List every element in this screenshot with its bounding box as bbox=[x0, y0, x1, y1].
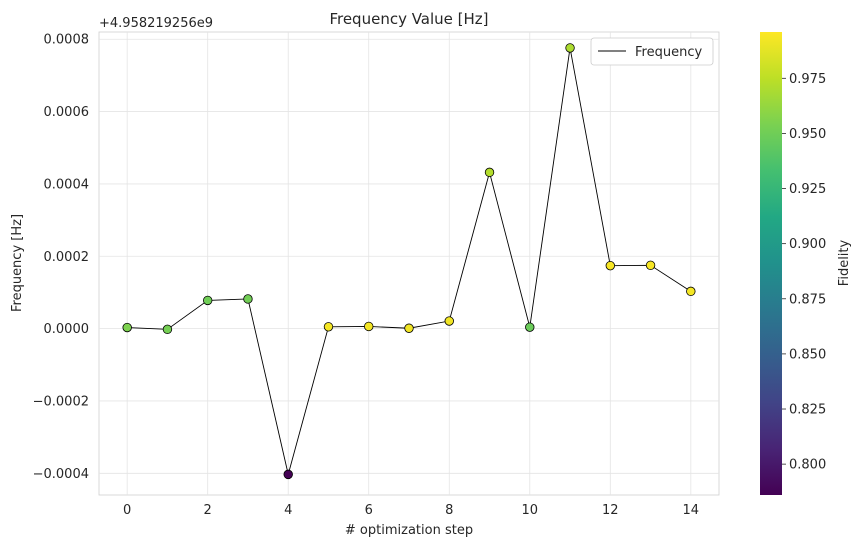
y-tick-labels: −0.0004 −0.0002 0.0000 0.0002 0.0004 0.0006 0.… bbox=[33, 33, 89, 482]
y-tick-label: 0.0002 bbox=[44, 250, 90, 265]
x-axis-label: # optimization step bbox=[345, 523, 473, 538]
data-point bbox=[444, 316, 454, 326]
data-point bbox=[122, 322, 132, 333]
series-layer bbox=[122, 43, 696, 480]
x-tick-label: 12 bbox=[602, 503, 619, 518]
data-point bbox=[645, 260, 656, 271]
y-axis-label: Frequency [Hz] bbox=[10, 214, 25, 312]
data-point bbox=[484, 167, 495, 178]
x-tick-label: 14 bbox=[683, 503, 700, 518]
colorbar: 0.800 0.825 0.850 0.875 0.900 0.925 0.950 0.975… bbox=[760, 32, 852, 495]
legend: Frequency bbox=[590, 37, 714, 66]
colorbar-tick-label: 0.925 bbox=[789, 182, 826, 197]
colorbar-tick-label: 0.975 bbox=[789, 72, 826, 87]
y-tick-label: −0.0004 bbox=[33, 467, 89, 482]
x-tick-label: 2 bbox=[204, 503, 212, 518]
plot-area bbox=[98, 31, 720, 496]
colorbar-tick-label: 0.850 bbox=[789, 347, 826, 362]
data-point bbox=[283, 469, 293, 480]
colorbar-tick-label: 0.950 bbox=[789, 127, 826, 142]
offset-label: +4.958219256e9 bbox=[99, 16, 213, 31]
x-tick-label: 10 bbox=[522, 503, 539, 518]
data-point bbox=[243, 294, 253, 304]
colorbar-tick-label: 0.825 bbox=[789, 403, 826, 418]
x-tick-label: 4 bbox=[284, 503, 292, 518]
colorbar-label: Fidelity bbox=[837, 239, 852, 286]
legend-entry-frequency: Frequency bbox=[635, 45, 702, 60]
data-point bbox=[525, 322, 535, 332]
data-point bbox=[323, 322, 334, 332]
data-point bbox=[605, 260, 615, 271]
chart-title: Frequency Value [Hz] bbox=[329, 10, 488, 28]
colorbar-tick-label: 0.800 bbox=[789, 458, 826, 473]
data-point bbox=[565, 43, 575, 53]
data-point bbox=[404, 323, 414, 333]
legend-box bbox=[590, 37, 714, 66]
x-tick-label: 8 bbox=[445, 503, 453, 518]
y-tick-label: −0.0002 bbox=[33, 394, 89, 409]
y-tick-label: 0.0008 bbox=[44, 33, 90, 48]
colorbar-tick-label: 0.900 bbox=[789, 237, 826, 252]
y-tick-label: 0.0004 bbox=[44, 177, 90, 192]
data-point bbox=[203, 295, 213, 306]
x-tick-label: 0 bbox=[123, 503, 131, 518]
data-point bbox=[364, 321, 374, 332]
data-point bbox=[162, 324, 173, 335]
x-tick-labels: 0 2 4 6 8 10 12 14 bbox=[123, 503, 699, 518]
x-tick-label: 6 bbox=[365, 503, 373, 518]
y-tick-label: 0.0000 bbox=[44, 322, 90, 337]
grid bbox=[99, 32, 719, 495]
y-tick-label: 0.0006 bbox=[44, 105, 90, 120]
colorbar-tick-label: 0.875 bbox=[789, 292, 826, 307]
colorbar-ticks: 0.800 0.825 0.850 0.875 0.900 0.925 0.950 0.975 bbox=[782, 72, 826, 473]
data-point bbox=[686, 286, 696, 297]
colorbar-gradient bbox=[760, 32, 782, 495]
